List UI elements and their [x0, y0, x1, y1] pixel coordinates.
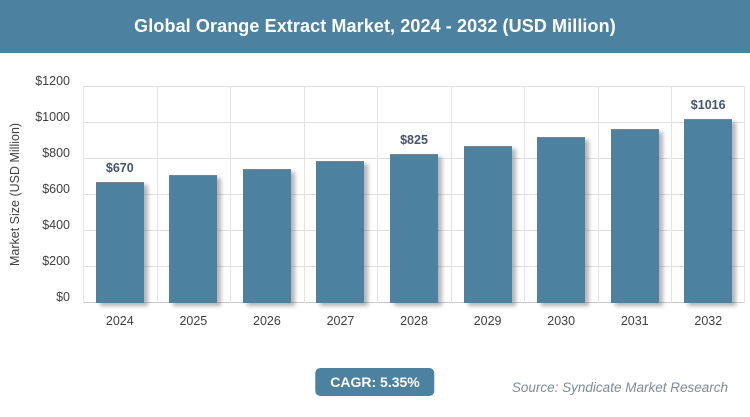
v-gridline	[671, 86, 672, 303]
v-gridline	[304, 86, 305, 303]
chart-title: Global Orange Extract Market, 2024 - 203…	[134, 16, 616, 36]
bar-2032	[684, 119, 733, 303]
x-axis-labels: 2024 2025 2026 2027 2028 2029 2030 2031 2032	[83, 314, 745, 332]
v-gridline	[157, 86, 158, 303]
v-gridline	[230, 86, 231, 303]
v-gridline	[83, 86, 84, 303]
y-tick-label: $400	[42, 218, 70, 232]
bar-2024	[95, 181, 144, 303]
bar-2028	[390, 153, 438, 303]
y-tick-label: $0	[56, 290, 70, 304]
x-tick-label: 2025	[179, 314, 208, 328]
x-tick-label: 2028	[400, 314, 428, 328]
h-gridline	[83, 86, 745, 87]
y-tick-label: $200	[42, 254, 70, 268]
v-gridline	[744, 86, 745, 303]
x-tick-label: 2027	[326, 314, 355, 328]
bar-2030	[537, 137, 586, 303]
cagr-badge: CAGR: 5.35%	[315, 368, 435, 396]
v-gridline	[598, 86, 599, 303]
h-gridline	[83, 122, 745, 123]
x-tick-label: 2032	[694, 314, 723, 328]
y-tick-label: $1200	[35, 74, 70, 88]
bar-2027	[316, 161, 365, 303]
x-tick-label: 2030	[547, 314, 576, 328]
x-tick-label: 2026	[253, 314, 281, 328]
bar-2026	[242, 168, 291, 303]
bar-2031	[610, 128, 659, 303]
x-tick-label: 2024	[105, 314, 134, 328]
y-axis-ticks: $0 $200 $400 $600 $800 $1000 $1200	[0, 74, 76, 304]
bar-value-label: $825	[400, 132, 428, 147]
bar-value-label: $670	[105, 160, 134, 175]
chart-title-bar: Global Orange Extract Market, 2024 - 203…	[0, 0, 750, 53]
source-text: Source: Syndicate Market Research	[511, 380, 728, 395]
v-gridline	[377, 86, 378, 303]
v-gridline	[451, 86, 452, 303]
y-tick-label: $800	[42, 146, 70, 160]
y-tick-label: $600	[42, 182, 70, 196]
bar-2025	[169, 175, 218, 303]
x-tick-label: 2029	[473, 314, 502, 328]
bar-value-label: $1016	[690, 98, 726, 113]
y-tick-label: $1000	[35, 110, 70, 124]
bar-2029	[463, 145, 512, 303]
plot-area: $670 $825 $1016	[83, 86, 745, 303]
x-tick-label: 2031	[620, 314, 649, 328]
v-gridline	[524, 86, 525, 303]
